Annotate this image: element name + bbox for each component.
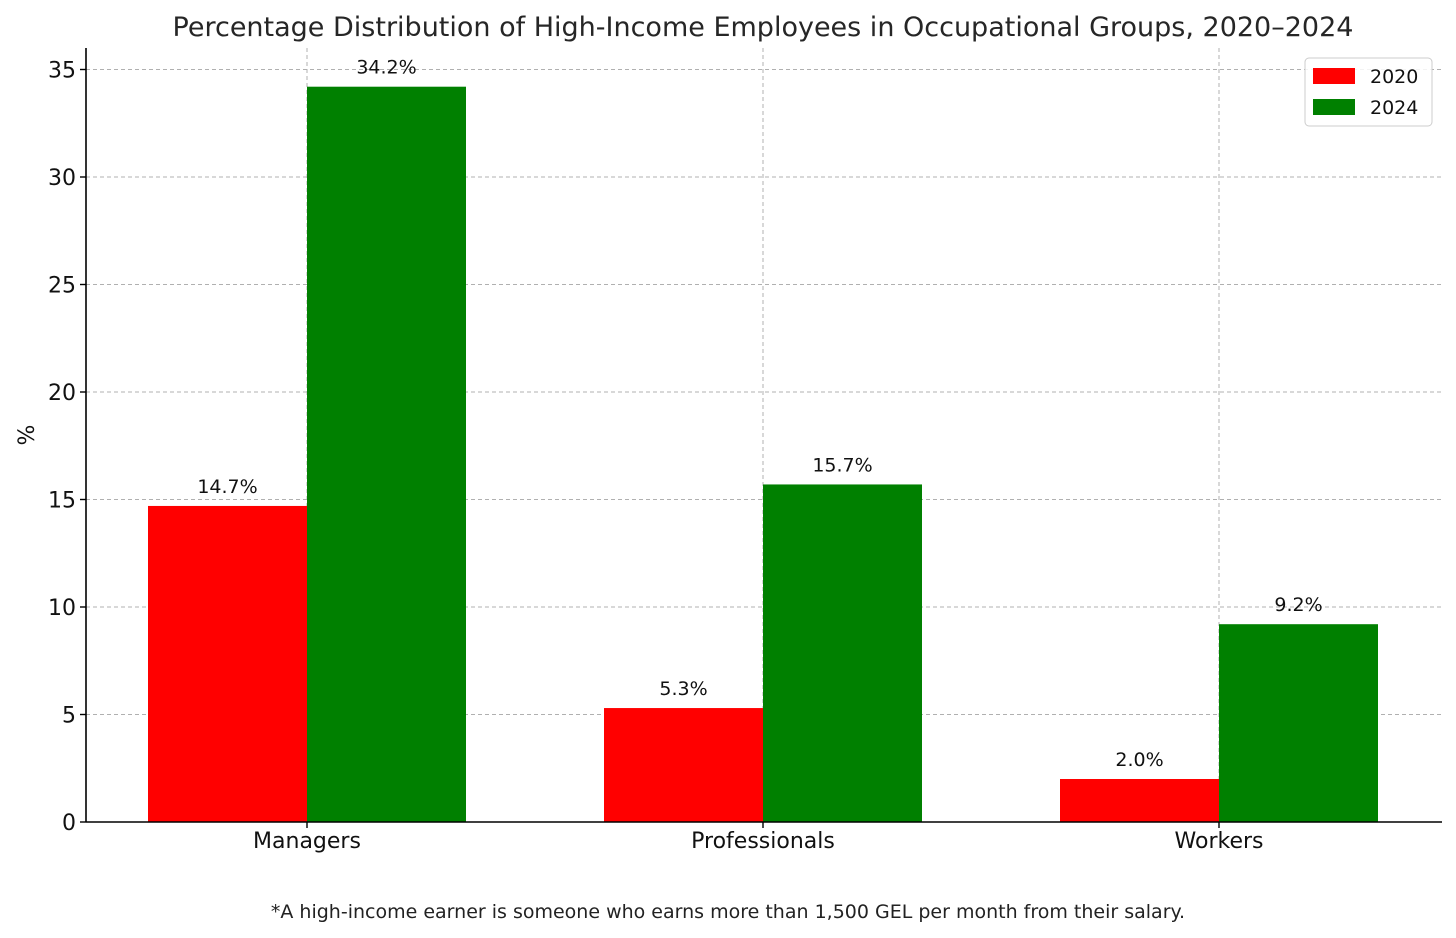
data-label: 34.2% [356, 57, 416, 79]
y-tick-label: 10 [48, 596, 76, 621]
legend-swatch-2024 [1313, 99, 1355, 115]
bar-2024-professionals [763, 484, 922, 822]
y-tick-label: 20 [48, 381, 76, 406]
x-tick-label: Professionals [691, 829, 835, 854]
footnote: *A high-income earner is someone who ear… [271, 901, 1185, 923]
data-labels: 14.7% 5.3% 2.0% 34.2% 15.7% 9.2% [197, 57, 1322, 771]
data-label: 2.0% [1115, 749, 1163, 771]
y-tick-label: 5 [62, 704, 76, 729]
bar-2020-workers [1060, 779, 1219, 822]
x-ticks: Managers Professionals Workers [253, 822, 1263, 854]
bars [148, 86, 1378, 822]
y-tick-label: 0 [62, 811, 76, 836]
data-label: 5.3% [659, 678, 707, 700]
x-tick-label: Workers [1175, 829, 1264, 854]
y-tick-label: 35 [48, 59, 76, 84]
y-tick-label: 30 [48, 166, 76, 191]
data-label: 15.7% [812, 454, 872, 476]
bar-2020-managers [148, 505, 307, 822]
legend: 2020 2024 [1304, 57, 1433, 127]
y-ticks: 0 5 10 15 20 25 30 35 [48, 59, 86, 836]
bar-2024-managers [307, 86, 466, 822]
data-label: 14.7% [197, 476, 257, 498]
chart-title: Percentage Distribution of High-Income E… [173, 12, 1354, 43]
data-label: 9.2% [1274, 594, 1322, 616]
legend-label: 2020 [1370, 66, 1418, 88]
x-tick-label: Managers [253, 829, 361, 854]
bar-2020-professionals [604, 708, 763, 822]
bar-2024-workers [1219, 624, 1378, 822]
y-tick-label: 25 [48, 274, 76, 299]
y-tick-label: 15 [48, 489, 76, 514]
y-axis-label: % [15, 425, 40, 446]
legend-label: 2024 [1370, 97, 1418, 119]
legend-swatch-2020 [1313, 68, 1355, 84]
